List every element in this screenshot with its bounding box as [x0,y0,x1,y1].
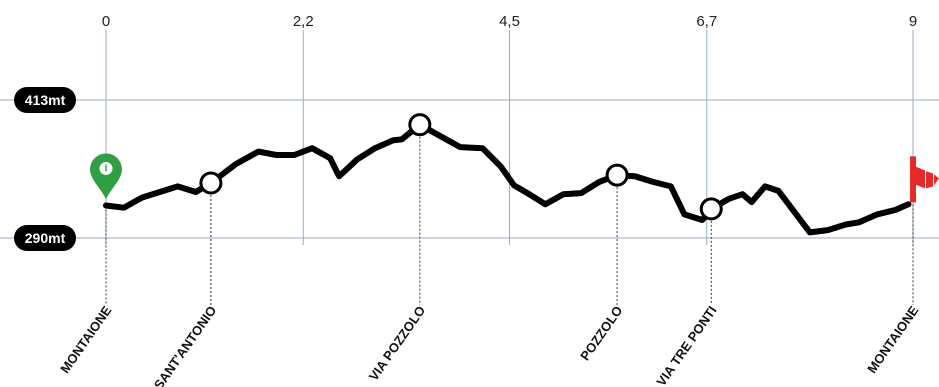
y-label-text: 413mt [25,92,66,108]
waypoint-circle [699,197,723,221]
y-label-pill [14,225,76,251]
x-axis-tick-labels: 0 2,2 4,5 6,7 9 [102,13,917,30]
waypoint-circle [199,171,223,195]
vertical-gridlines [105,30,914,245]
waypoint-circle [408,113,432,137]
horizontal-gridlines [0,99,939,239]
x-tick-label: 6,7 [696,13,717,30]
waypoint-label: SANT'ANTONIO [151,303,220,387]
finish-flag-icon [910,156,939,203]
x-tick-label: 2,2 [293,13,314,30]
waypoint-label: POZZOLO [577,303,625,363]
waypoint-label: VIA TRE PONTI [653,303,719,387]
x-tick-label: 4,5 [499,13,520,30]
x-tick-label: 0 [102,13,110,30]
waypoint-label: MONTAIONE [57,303,114,376]
waypoint-guide-lines [105,124,914,305]
x-tick-label: 9 [909,13,917,30]
waypoint-markers [90,113,939,221]
y-axis-labels: 413mt 290mt [14,87,76,251]
waypoint-label: VIA POZZOLO [366,303,429,383]
y-label-pill [14,87,76,113]
elevation-line [103,121,912,236]
start-pin-icon [90,153,122,200]
y-label-text: 290mt [25,230,66,246]
waypoint-labels: MONTAIONE SANT'ANTONIO VIA POZZOLO POZZOLO V… [57,303,921,387]
waypoint-circle [605,163,629,187]
waypoint-label: MONTAIONE [864,303,921,376]
